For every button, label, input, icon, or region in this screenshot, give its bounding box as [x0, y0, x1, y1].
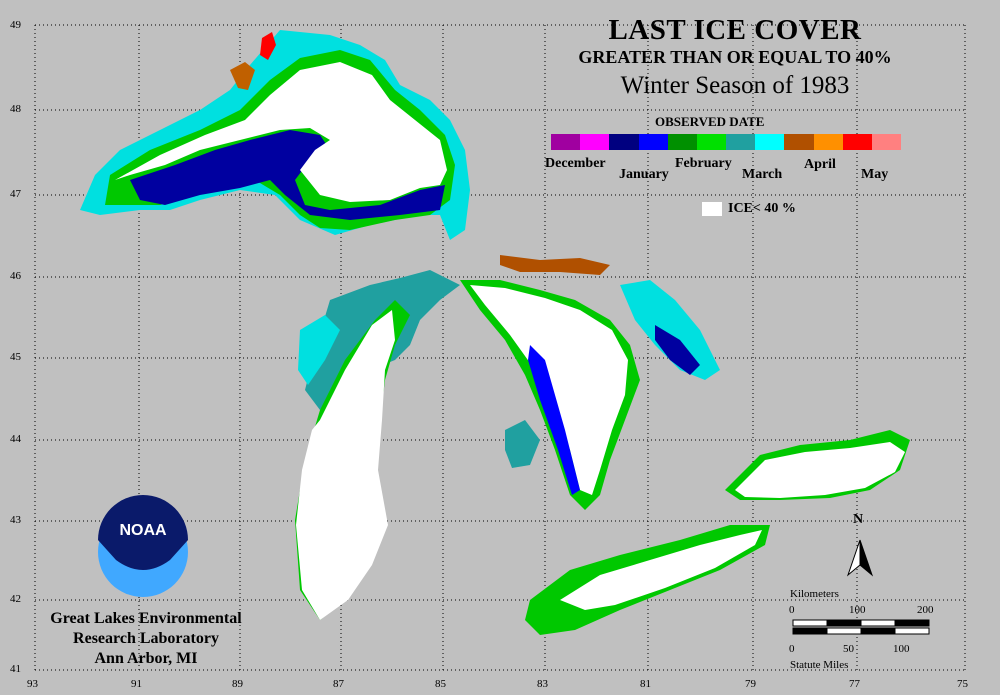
georgian-bay — [620, 280, 720, 380]
graticule — [34, 24, 966, 671]
scale-mi-label: Statute Miles — [790, 659, 849, 671]
lon-label-85: 85 — [435, 678, 446, 690]
georgian-bay-blue — [655, 325, 700, 375]
north-channel-orange — [500, 255, 610, 275]
lon-label-87: 87 — [333, 678, 344, 690]
legend-month-april: April — [804, 157, 836, 172]
legend-swatch — [784, 134, 814, 150]
lat-label-41: 41 — [10, 663, 21, 675]
lake-michigan — [295, 270, 460, 620]
scale-bars — [792, 619, 930, 635]
legend-swatch — [696, 134, 727, 150]
legend-month-february: February — [675, 156, 732, 171]
organization-location: Ann Arbor, MI — [94, 650, 198, 667]
lat-label-42: 42 — [10, 593, 21, 605]
erie-open-water — [560, 530, 762, 610]
legend-month-may: May — [861, 167, 889, 182]
lon-label-89: 89 — [232, 678, 243, 690]
lon-label-91: 91 — [131, 678, 142, 690]
scale-mi-tick: 50 — [843, 643, 854, 655]
lake-superior — [80, 30, 470, 240]
lon-label-75: 75 — [957, 678, 968, 690]
legend-month-march: March — [742, 167, 783, 182]
lat-label-44: 44 — [10, 433, 21, 445]
noaa-logo-graphic: NOAA — [98, 495, 188, 597]
north-label: N — [853, 512, 864, 527]
lon-label-77: 77 — [849, 678, 860, 690]
legend-title: OBSERVED DATE — [655, 114, 765, 129]
green-bay — [298, 315, 340, 385]
lake-huron — [460, 255, 720, 510]
legend-month-january: January — [619, 167, 669, 182]
lat-label-47: 47 — [10, 188, 21, 200]
michigan-open-water — [296, 310, 395, 620]
lake-erie — [525, 525, 770, 635]
superior-dark-blue-zone — [130, 130, 445, 220]
lat-label-46: 46 — [10, 270, 21, 282]
legend-swatch — [842, 134, 872, 150]
organization-name: Great Lakes Environmental — [50, 610, 242, 627]
legend-swatch — [580, 134, 610, 150]
map-title-block: LAST ICE COVER GREATER THAN OR EQUAL TO … — [545, 14, 925, 102]
organization-block: Great Lakes Environmental Research Labor… — [36, 609, 256, 669]
huron-blue-edge — [528, 345, 580, 495]
lake-ontario — [725, 430, 910, 500]
map-subtitle: GREATER THAN OR EQUAL TO 40% — [578, 47, 892, 67]
organization-unit: Research Laboratory — [73, 630, 219, 647]
lon-label-93: 93 — [27, 678, 38, 690]
scale-km-tick: 100 — [849, 604, 866, 616]
ice-legend-swatch — [702, 202, 722, 216]
legend-swatch — [667, 134, 697, 150]
north-arrow-icon — [846, 539, 874, 577]
scale-mi-tick: 0 — [789, 643, 795, 655]
legend-swatch — [726, 134, 756, 150]
superior-open-water — [115, 62, 447, 202]
season-label: Winter Season of 1983 — [620, 72, 850, 99]
legend-swatch — [609, 134, 639, 150]
legend-swatch — [755, 134, 785, 150]
scale-km-tick: 200 — [917, 604, 934, 616]
legend-month-december: December — [545, 156, 606, 171]
scale-km-tick: 0 — [789, 604, 795, 616]
lat-label-48: 48 — [10, 103, 21, 115]
noaa-logo-text: NOAA — [119, 522, 167, 539]
ice-legend-label: ICE< 40 % — [728, 201, 796, 216]
scale-mi-tick: 100 — [893, 643, 910, 655]
lon-label-81: 81 — [640, 678, 651, 690]
legend-swatch — [813, 134, 843, 150]
lat-label-45: 45 — [10, 351, 21, 363]
legend-color-bar — [551, 134, 902, 150]
lon-label-79: 79 — [745, 678, 756, 690]
lat-label-43: 43 — [10, 514, 21, 526]
saginaw-bay — [505, 420, 540, 468]
superior-orange-edge — [230, 62, 255, 90]
lat-label-49: 49 — [10, 19, 21, 31]
legend-swatch — [551, 134, 581, 150]
map-title: LAST ICE COVER — [608, 14, 862, 46]
superior-red-edge — [260, 32, 276, 60]
lon-label-83: 83 — [537, 678, 548, 690]
legend-swatch — [638, 134, 668, 150]
ontario-open-water — [735, 442, 905, 498]
scale-km-label: Kilometers — [790, 588, 839, 600]
legend-swatch — [871, 134, 902, 150]
